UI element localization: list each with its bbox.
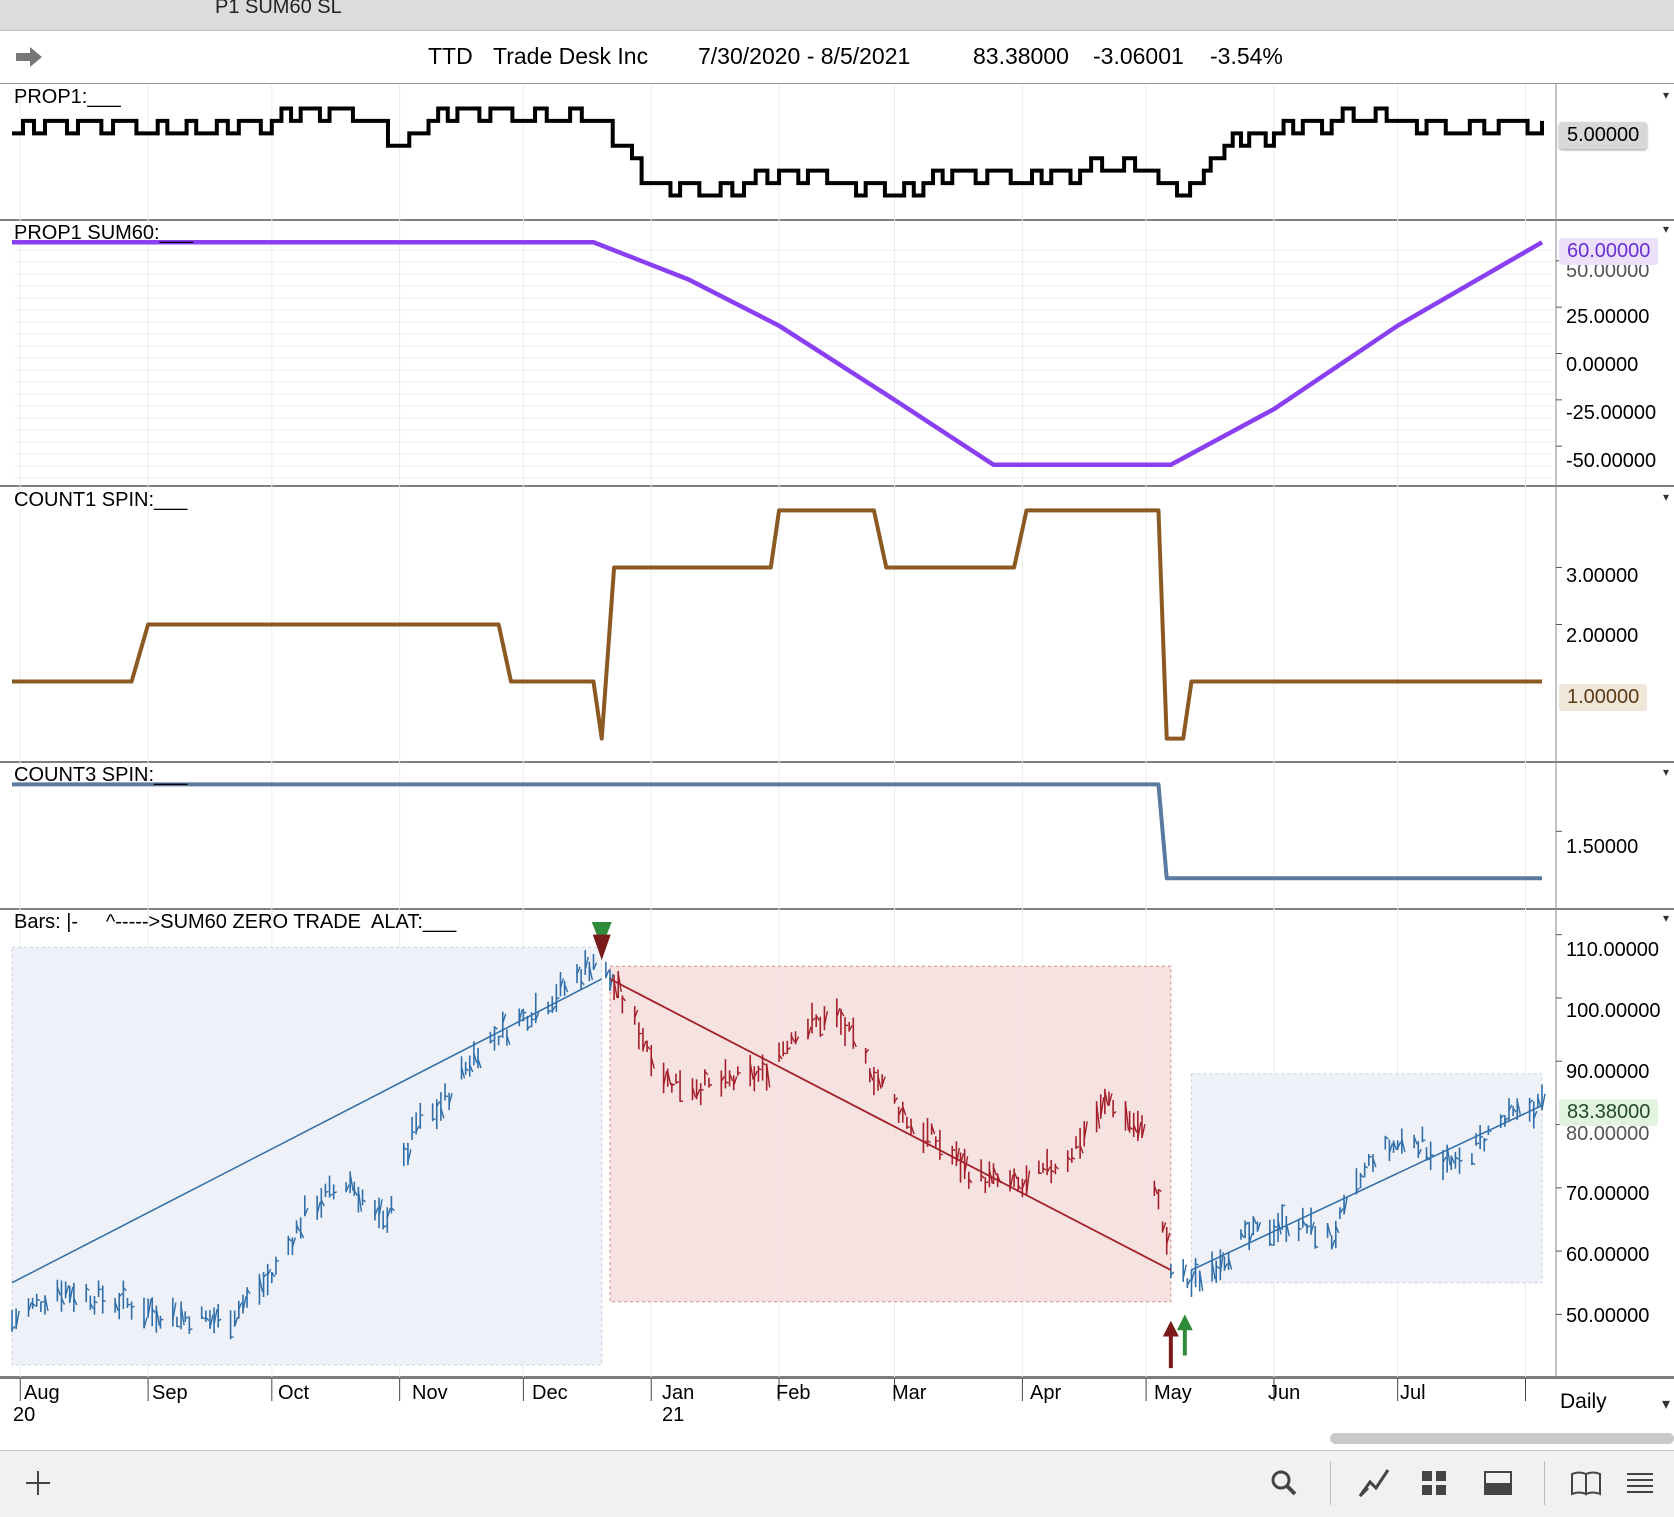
line-chart-icon[interactable] <box>1354 1463 1394 1503</box>
sum60-tick: -25.00000 <box>1566 402 1656 425</box>
month-label: Oct <box>278 1382 309 1405</box>
count1-tick: 2.00000 <box>1566 625 1638 648</box>
sum60-tick: 0.00000 <box>1566 354 1638 377</box>
toolbar-divider <box>1544 1461 1545 1505</box>
count3-menu-icon[interactable]: ▾ <box>1663 765 1669 779</box>
grid-icon[interactable] <box>1414 1463 1454 1503</box>
arrow-right-icon[interactable] <box>14 45 44 74</box>
month-label: Apr <box>1030 1382 1061 1405</box>
price-bar-tick <box>532 1019 535 1020</box>
trade-box <box>610 966 1171 1301</box>
prop1-panel-title: PROP1:___ <box>14 86 121 109</box>
header-last-price: 83.38000 <box>973 43 1069 70</box>
price-bar-tick <box>99 1289 102 1290</box>
bars-panel-title: Bars: |- ^----->SUM60 ZERO TRADE ALAT:__… <box>14 911 456 934</box>
price-bar-tick <box>1460 1160 1463 1161</box>
horizontal-scrollbar[interactable] <box>1330 1433 1674 1444</box>
bars-tick: 70.00000 <box>1566 1183 1649 1206</box>
price-bar-tick <box>952 1150 955 1151</box>
price-bar-tick <box>37 1299 40 1300</box>
price-bar-tick <box>1422 1140 1425 1141</box>
month-label: Jun <box>1268 1382 1300 1405</box>
window-title: P1 SUM60 SL <box>215 0 342 19</box>
year-label: 21 <box>662 1404 684 1427</box>
count3-panel-title: COUNT3 SPIN:___ <box>14 764 187 787</box>
plus-icon[interactable] <box>18 1463 58 1503</box>
header-date-range: 7/30/2020 - 8/5/2021 <box>698 43 910 70</box>
price-bar-tick <box>94 1302 97 1303</box>
month-label: Dec <box>532 1382 568 1405</box>
count1-menu-icon[interactable]: ▾ <box>1663 490 1669 504</box>
bars-last-marker: 83.38000 <box>1559 1099 1658 1126</box>
sum60-tick: 25.00000 <box>1566 306 1649 329</box>
month-label: Nov <box>412 1382 448 1405</box>
sum60-menu-icon[interactable]: ▾ <box>1663 222 1669 236</box>
bars-tick: 90.00000 <box>1566 1061 1649 1084</box>
bars-tick: 50.00000 <box>1566 1305 1649 1328</box>
year-label: 20 <box>13 1404 35 1427</box>
price-bar-tick <box>936 1141 939 1142</box>
book-icon[interactable] <box>1566 1463 1606 1503</box>
month-label: Jul <box>1400 1382 1426 1405</box>
price-bar-tick <box>758 1069 761 1070</box>
price-bar-tick <box>940 1154 943 1155</box>
count1-last-marker: 1.00000 <box>1559 684 1647 711</box>
sum60-panel-bg <box>0 221 1674 486</box>
prop1-panel-bg <box>0 84 1674 220</box>
header-change-pct: -3.54% <box>1210 43 1283 70</box>
month-label: May <box>1154 1382 1192 1405</box>
price-bar-tick <box>433 1119 436 1120</box>
bars-partial-tick: 80.00000 <box>1566 1123 1649 1146</box>
price-bar-tick <box>1282 1205 1285 1206</box>
count1-panel-title: COUNT1 SPIN:___ <box>14 489 187 512</box>
bottom-toolbar <box>0 1450 1674 1517</box>
recent-phase-box <box>1191 1074 1542 1283</box>
month-label: Jan <box>662 1382 694 1405</box>
price-bar-tick <box>325 1192 328 1193</box>
price-bar-tick <box>276 1261 279 1262</box>
count3-tick: 1.50000 <box>1566 836 1638 859</box>
bars-tick: 100.00000 <box>1566 1000 1661 1023</box>
price-bar-tick <box>845 1025 848 1026</box>
chart-canvas[interactable] <box>0 84 1674 1378</box>
sum60-tick: -50.00000 <box>1566 450 1656 473</box>
long-phase-box <box>12 947 602 1365</box>
interval-dropdown-icon[interactable]: ▾ <box>1662 1394 1670 1414</box>
prop1-menu-icon[interactable]: ▾ <box>1663 88 1669 102</box>
count1-tick: 3.00000 <box>1566 565 1638 588</box>
price-bar-tick <box>177 1326 180 1327</box>
month-label: Aug <box>24 1382 60 1405</box>
header-change: -3.06001 <box>1093 43 1184 70</box>
month-label: Sep <box>152 1382 188 1405</box>
window-titlebar: P1 SUM60 SL <box>0 0 1674 31</box>
price-bar-tick <box>1315 1246 1318 1247</box>
chart-header: TTD Trade Desk Inc 7/30/2020 - 8/5/2021 … <box>0 31 1674 84</box>
panel-icon[interactable] <box>1478 1463 1518 1503</box>
interval-selector[interactable]: Daily <box>1560 1390 1607 1414</box>
sum60-panel-title: PROP1 SUM60:___ <box>14 222 193 245</box>
bars-menu-icon[interactable]: ▾ <box>1663 911 1669 925</box>
month-label: Feb <box>776 1382 810 1405</box>
price-bar-tick <box>132 1306 135 1307</box>
bars-tick: 60.00000 <box>1566 1244 1649 1267</box>
prop1-last-marker: 5.00000 <box>1559 122 1647 149</box>
header-company: Trade Desk Inc <box>493 43 648 70</box>
header-symbol: TTD <box>428 43 473 70</box>
menu-icon[interactable] <box>1620 1463 1660 1503</box>
bars-tick: 110.00000 <box>1566 939 1659 962</box>
toolbar-divider <box>1330 1461 1331 1505</box>
price-bar-tick <box>907 1127 910 1128</box>
sum60-last-marker: 60.00000 <box>1559 238 1658 265</box>
x-axis: Aug Sep Oct Nov Dec Jan Feb Mar Apr May … <box>0 1378 1674 1425</box>
search-icon[interactable] <box>1264 1463 1304 1503</box>
month-label: Mar <box>892 1382 926 1405</box>
